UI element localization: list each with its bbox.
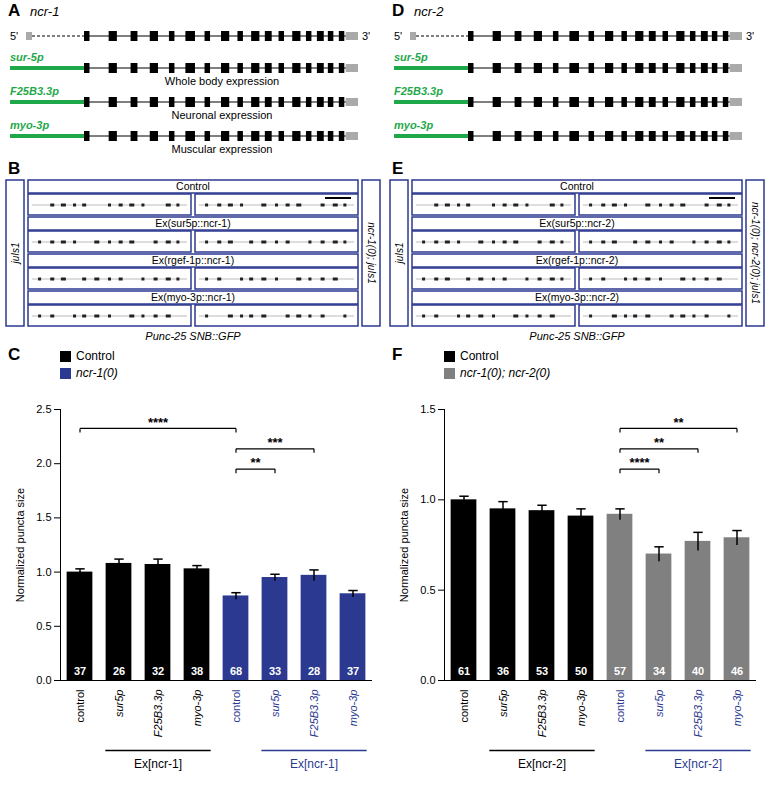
svg-text:F25B3.3p: F25B3.3p [308,690,320,738]
svg-text:1.5: 1.5 [420,403,435,415]
svg-text:5': 5' [394,30,402,42]
svg-text:33: 33 [269,665,281,677]
svg-text:sur5p: sur5p [113,690,125,718]
svg-text:37: 37 [347,665,359,677]
svg-text:F25B3.3p: F25B3.3p [536,690,548,738]
svg-text:***: *** [267,435,283,450]
svg-text:3': 3' [746,30,754,42]
svg-text:ncr-1: ncr-1 [30,4,59,19]
svg-text:juIs1: juIs1 [10,242,21,265]
html-text:ncr-1(0): ncr-1(0) [76,366,118,380]
svg-text:0.5: 0.5 [420,584,435,596]
svg-text:**: ** [654,435,665,450]
svg-text:32: 32 [152,665,164,677]
svg-text:Punc-25 SNB::GFP: Punc-25 SNB::GFP [145,330,241,342]
svg-text:sur5p: sur5p [497,690,509,718]
svg-text:26: 26 [113,665,125,677]
svg-text:68: 68 [230,665,242,677]
svg-text:Control: Control [176,180,210,192]
svg-text:3': 3' [362,30,370,42]
svg-text:sur-5p: sur-5p [10,51,44,63]
svg-text:0.0: 0.0 [420,674,435,686]
svg-text:0.0: 0.0 [36,674,51,686]
svg-text:****: **** [148,415,169,430]
html-text:Control: Control [460,349,499,363]
svg-text:D: D [392,1,404,20]
svg-text:50: 50 [575,665,587,677]
svg-text:F25B3.3p: F25B3.3p [10,85,59,97]
svg-text:sur-5p: sur-5p [394,51,428,63]
svg-text:control: control [614,690,626,723]
svg-text:F25B3.3p: F25B3.3p [394,85,443,97]
svg-text:ncr-2: ncr-2 [414,4,444,19]
svg-text:Ex(rgef-1p::ncr-2): Ex(rgef-1p::ncr-2) [536,254,618,266]
html-text:C: C [8,345,21,364]
svg-text:61: 61 [458,665,470,677]
svg-text:34: 34 [653,665,666,677]
svg-text:1.0: 1.0 [420,493,435,505]
svg-text:57: 57 [614,665,626,677]
svg-text:Normalized puncta size: Normalized puncta size [14,488,26,602]
svg-text:46: 46 [731,665,743,677]
svg-text:sur5p: sur5p [269,690,281,718]
svg-text:****: **** [629,455,650,470]
svg-text:juIs1: juIs1 [394,242,405,265]
svg-text:Ex[ncr-2]: Ex[ncr-2] [674,757,722,771]
svg-text:myo-3p: myo-3p [10,119,49,131]
svg-text:28: 28 [308,665,320,677]
html-text:ncr-1(0); ncr-2(0): ncr-1(0); ncr-2(0) [460,366,551,380]
svg-text:control: control [74,690,86,723]
svg-text:A: A [8,1,20,20]
svg-text:5': 5' [10,30,18,42]
svg-text:40: 40 [692,665,704,677]
svg-text:36: 36 [497,665,509,677]
svg-text:Whole body expression: Whole body expression [165,75,279,87]
svg-text:Ex(myo-3p::ncr-1): Ex(myo-3p::ncr-1) [151,291,235,303]
svg-text:Normalized puncta size: Normalized puncta size [398,488,410,602]
svg-text:Ex[ncr-1]: Ex[ncr-1] [290,757,338,771]
svg-text:53: 53 [536,665,548,677]
svg-text:Control: Control [560,180,594,192]
svg-text:**: ** [673,415,684,430]
svg-text:Punc-25 SNB::GFP: Punc-25 SNB::GFP [529,330,625,342]
svg-text:F25B3.3p: F25B3.3p [152,690,164,738]
svg-text:1.0: 1.0 [36,566,51,578]
svg-text:myo-3p: myo-3p [394,119,433,131]
svg-text:Ex(rgef-1p::ncr-1): Ex(rgef-1p::ncr-1) [152,254,234,266]
svg-text:sur5p: sur5p [653,690,665,718]
svg-text:Ex(myo-3p::ncr-2): Ex(myo-3p::ncr-2) [535,291,619,303]
svg-text:F25B3.3p: F25B3.3p [692,690,704,738]
svg-text:2.0: 2.0 [36,457,51,469]
html-text:F: F [392,345,403,364]
svg-text:Ex(sur5p::ncr-1): Ex(sur5p::ncr-1) [155,217,230,229]
svg-text:myo-3p: myo-3p [575,690,587,727]
svg-text:Muscular expression: Muscular expression [172,143,273,155]
svg-text:B: B [8,160,20,178]
svg-text:0.5: 0.5 [36,620,51,632]
svg-text:ncr-1(0); ncr-2(0); juIs1: ncr-1(0); ncr-2(0); juIs1 [750,202,761,304]
svg-text:Ex(sur5p::ncr-2): Ex(sur5p::ncr-2) [539,217,614,229]
svg-text:control: control [230,690,242,723]
svg-text:myo-3p: myo-3p [347,690,359,727]
svg-text:2.5: 2.5 [36,403,51,415]
svg-text:ncr-1(0); juIs1: ncr-1(0); juIs1 [366,222,377,284]
svg-text:1.5: 1.5 [36,511,51,523]
svg-text:E: E [392,160,403,178]
svg-text:myo-3p: myo-3p [731,690,743,727]
svg-text:Neuronal expression: Neuronal expression [172,109,273,121]
svg-text:**: ** [250,455,261,470]
svg-text:37: 37 [74,665,86,677]
svg-text:myo-3p: myo-3p [191,690,203,727]
svg-text:Ex[ncr-1]: Ex[ncr-1] [134,757,182,771]
svg-text:Ex[ncr-2]: Ex[ncr-2] [518,757,566,771]
svg-text:38: 38 [191,665,203,677]
html-text:Control: Control [76,349,115,363]
svg-text:control: control [458,690,470,723]
